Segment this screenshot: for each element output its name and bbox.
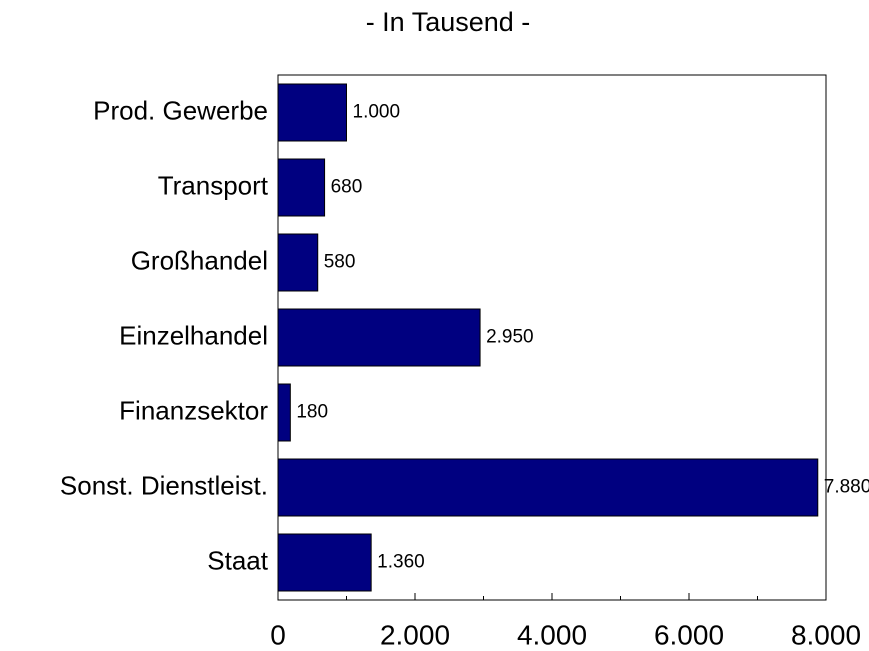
value-label: 180	[296, 402, 328, 423]
bar	[277, 383, 291, 442]
y-tick-label: Prod. Gewerbe	[93, 95, 268, 125]
y-tick-label: Transport	[158, 170, 269, 200]
bar	[277, 533, 372, 592]
y-tick-label: Staat	[207, 545, 268, 575]
bar	[277, 308, 481, 367]
bar	[277, 83, 347, 142]
y-tick-label: Sonst. Dienstleist.	[60, 470, 268, 500]
x-tick-label: 6.000	[654, 619, 724, 650]
value-label: 1.000	[353, 102, 401, 123]
y-tick-label: Einzelhandel	[119, 320, 268, 350]
value-label: 2.950	[486, 327, 534, 348]
x-tick-label: 0	[270, 619, 286, 650]
value-label: 1.360	[377, 552, 425, 573]
bar	[277, 233, 319, 292]
bar	[277, 158, 326, 217]
value-label: 680	[331, 177, 363, 198]
x-tick-label: 8.000	[791, 619, 861, 650]
x-tick-label: 2.000	[380, 619, 450, 650]
value-label: 580	[324, 252, 356, 273]
bar	[277, 458, 819, 517]
y-tick-label: Großhandel	[131, 245, 268, 275]
y-tick-label: Finanzsektor	[119, 395, 268, 425]
value-label: 7.880	[824, 477, 869, 498]
chart-title: - In Tausend -	[366, 7, 531, 37]
x-tick-label: 4.000	[517, 619, 587, 650]
